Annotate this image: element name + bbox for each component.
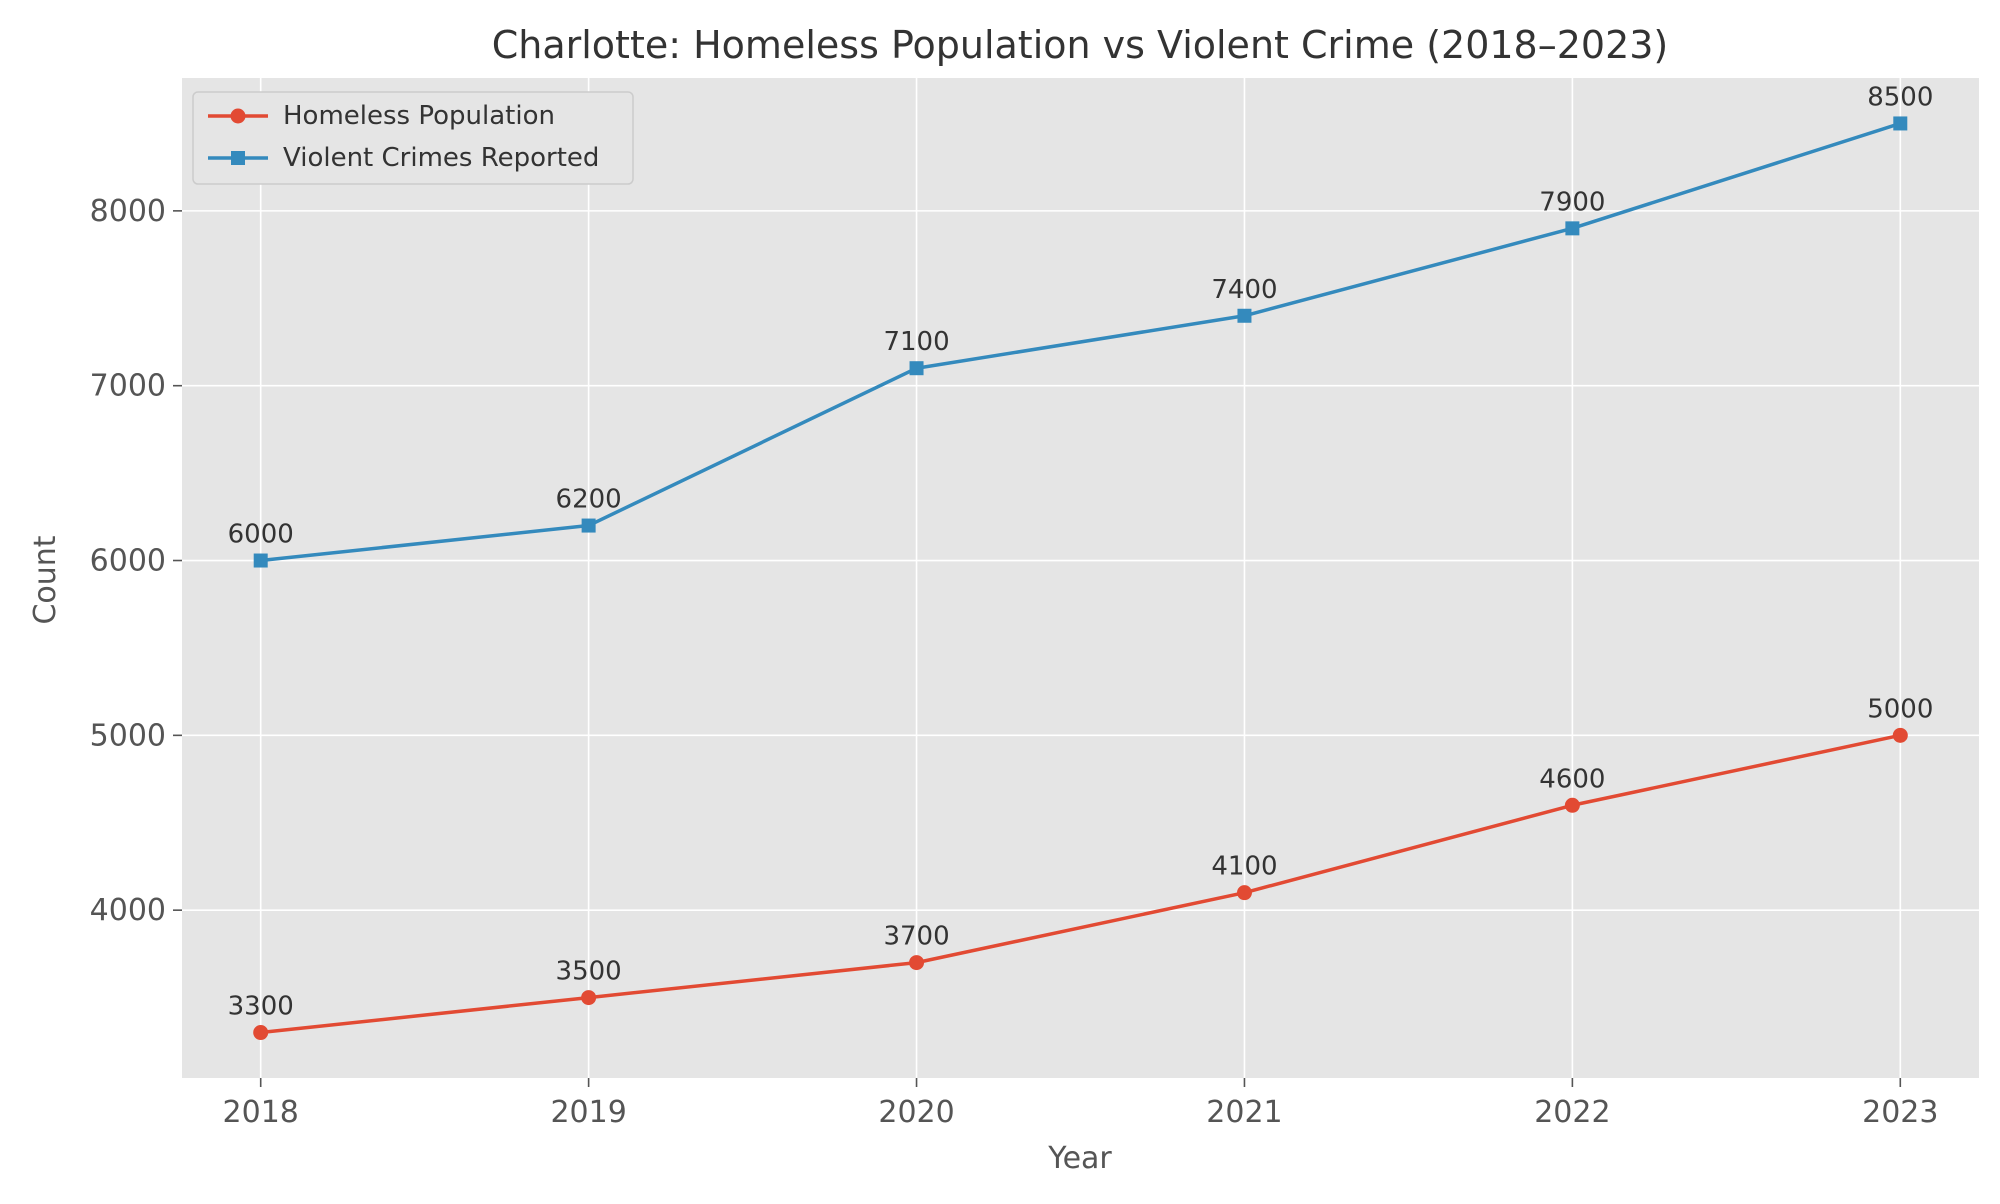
series-layer [253, 116, 1908, 1041]
data-point-homeless-population [1892, 727, 1908, 743]
data-point-homeless-population [1564, 797, 1580, 813]
legend-label-violent-crimes: Violent Crimes Reported [283, 143, 599, 173]
data-label-homeless-population: 3300 [228, 992, 294, 1022]
data-label-violent-crimes-reported: 7400 [1211, 275, 1277, 305]
plot-background [182, 78, 1979, 1078]
legend-marker-violent-crimes [231, 151, 245, 165]
data-point-violent-crimes-reported [253, 553, 268, 568]
y-tick-label: 6000 [90, 544, 166, 579]
data-label-homeless-population: 3700 [883, 922, 949, 952]
data-label-homeless-population: 5000 [1867, 694, 1933, 724]
legend: Homeless Population Violent Crimes Repor… [192, 91, 634, 185]
x-tick-label: 2019 [550, 1095, 626, 1130]
data-point-violent-crimes-reported [581, 518, 596, 533]
series-line-homeless-population [260, 733, 1901, 1035]
y-tick-label: 5000 [90, 718, 166, 753]
data-label-homeless-population: 4100 [1211, 852, 1277, 882]
x-tick-label: 2018 [223, 1095, 299, 1130]
y-tick-label: 8000 [90, 194, 166, 229]
legend-label-homeless: Homeless Population [283, 101, 555, 131]
data-point-violent-crimes-reported [1565, 221, 1580, 236]
legend-marker-homeless [230, 108, 246, 124]
data-point-violent-crimes-reported [1237, 308, 1252, 323]
data-labels: 3300 3500 3700 4100 4600 5000 6000 6200 7100 7400… [228, 82, 1934, 1021]
data-label-violent-crimes-reported: 7900 [1539, 187, 1605, 217]
data-point-violent-crimes-reported [1893, 116, 1908, 131]
grid-lines [182, 78, 1979, 1078]
y-tick-label: 4000 [90, 893, 166, 928]
data-point-homeless-population [253, 1025, 269, 1041]
data-label-violent-crimes-reported: 6200 [556, 485, 622, 515]
chart-title: Charlotte: Homeless Population vs Violen… [492, 23, 1669, 67]
data-label-violent-crimes-reported: 6000 [228, 520, 294, 550]
x-axis-label: Year [1047, 1141, 1112, 1176]
x-tick-label: 2020 [878, 1095, 954, 1130]
data-point-homeless-population [909, 955, 925, 971]
y-tick-label: 7000 [90, 369, 166, 404]
axis-ticks: 2018 2019 2020 2021 2022 2023 4000 5000 6000 7000… [90, 194, 1939, 1130]
legend-box [192, 91, 634, 185]
data-point-violent-crimes-reported [909, 361, 924, 376]
data-label-violent-crimes-reported: 7100 [883, 327, 949, 357]
x-tick-label: 2021 [1206, 1095, 1282, 1130]
data-point-homeless-population [1236, 885, 1252, 901]
data-label-homeless-population: 4600 [1539, 764, 1605, 794]
data-label-homeless-population: 3500 [556, 957, 622, 987]
x-tick-label: 2023 [1862, 1095, 1938, 1130]
data-point-homeless-population [581, 990, 597, 1006]
data-label-violent-crimes-reported: 8500 [1867, 82, 1933, 112]
x-tick-label: 2022 [1534, 1095, 1610, 1130]
y-axis-label: Count [28, 535, 63, 624]
series-line-violent-crimes-reported [260, 121, 1901, 563]
